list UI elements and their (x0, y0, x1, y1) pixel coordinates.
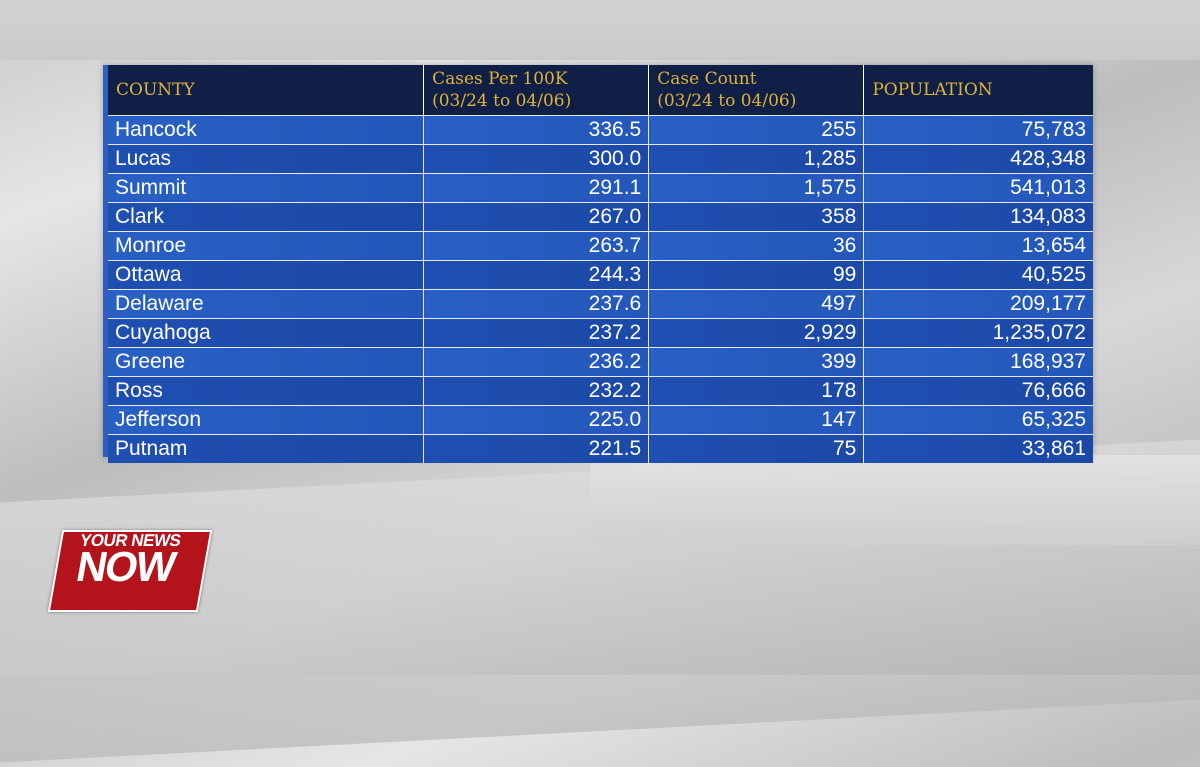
header-population: POPULATION (863, 65, 1093, 116)
county-cell: Ottawa (108, 260, 425, 290)
header-case-count: Case Count (03/24 to 04/06) (648, 65, 865, 116)
population-cell: 33,861 (863, 434, 1093, 463)
header-cases-per-100k-dates: (03/24 to 04/06) (432, 91, 572, 111)
county-cell: Greene (108, 347, 425, 377)
case-count-cell: 99 (648, 260, 865, 290)
cases-per-100k-cell: 291.1 (423, 173, 650, 203)
header-case-count-dates: (03/24 to 04/06) (657, 91, 797, 111)
table-row: Delaware 237.6 497 209,177 (108, 289, 1093, 319)
population-cell: 75,783 (863, 115, 1093, 145)
population-cell: 134,083 (863, 202, 1093, 232)
cases-per-100k-cell: 236.2 (423, 347, 650, 377)
county-cell: Ross (108, 376, 425, 406)
header-case-count-title: Case Count (657, 69, 757, 89)
cases-per-100k-cell: 237.2 (423, 318, 650, 348)
logo-text-now: NOW (72, 543, 178, 590)
population-cell: 541,013 (863, 173, 1093, 203)
table-row: Greene 236.2 399 168,937 (108, 347, 1093, 377)
background-panel (590, 455, 1200, 545)
table-header-row: COUNTY Cases Per 100K (03/24 to 04/06) C… (108, 65, 1093, 116)
cases-per-100k-cell: 221.5 (423, 434, 650, 463)
table-row: Summit 291.1 1,575 541,013 (108, 173, 1093, 203)
table-row: Lucas 300.0 1,285 428,348 (108, 144, 1093, 174)
cases-per-100k-cell: 225.0 (423, 405, 650, 435)
case-count-cell: 497 (648, 289, 865, 319)
table-row: Monroe 263.7 36 13,654 (108, 231, 1093, 261)
cases-per-100k-cell: 263.7 (423, 231, 650, 261)
table-row: Ross 232.2 178 76,666 (108, 376, 1093, 406)
county-cell: Cuyahoga (108, 318, 425, 348)
cases-per-100k-cell: 267.0 (423, 202, 650, 232)
county-cell: Summit (108, 173, 425, 203)
case-count-cell: 358 (648, 202, 865, 232)
population-cell: 168,937 (863, 347, 1093, 377)
table-body: Hancock 336.5 255 75,783 Lucas 300.0 1,285 428,… (108, 115, 1093, 463)
cases-per-100k-cell: 237.6 (423, 289, 650, 319)
county-cell: Jefferson (108, 405, 425, 435)
header-county: COUNTY (108, 65, 425, 116)
case-count-cell: 147 (648, 405, 865, 435)
header-cases-per-100k-title: Cases Per 100K (432, 69, 568, 89)
county-table: COUNTY Cases Per 100K (03/24 to 04/06) C… (108, 65, 1093, 463)
population-cell: 40,525 (863, 260, 1093, 290)
background-top-band (0, 0, 1200, 60)
table-row: Jefferson 225.0 147 65,325 (108, 405, 1093, 435)
county-cell: Hancock (108, 115, 425, 145)
table-row: Clark 267.0 358 134,083 (108, 202, 1093, 232)
population-cell: 76,666 (863, 376, 1093, 406)
county-cell: Delaware (108, 289, 425, 319)
case-count-cell: 36 (648, 231, 865, 261)
county-cell: Clark (108, 202, 425, 232)
population-cell: 13,654 (863, 231, 1093, 261)
population-cell: 65,325 (863, 405, 1093, 435)
case-count-cell: 1,575 (648, 173, 865, 203)
county-cell: Monroe (108, 231, 425, 261)
population-cell: 1,235,072 (863, 318, 1093, 348)
header-cases-per-100k: Cases Per 100K (03/24 to 04/06) (423, 65, 650, 116)
county-data-table: COUNTY Cases Per 100K (03/24 to 04/06) C… (103, 65, 1093, 463)
cases-per-100k-cell: 232.2 (423, 376, 650, 406)
case-count-cell: 178 (648, 376, 865, 406)
case-count-cell: 399 (648, 347, 865, 377)
case-count-cell: 1,285 (648, 144, 865, 174)
population-cell: 428,348 (863, 144, 1093, 174)
table-row: Cuyahoga 237.2 2,929 1,235,072 (108, 318, 1093, 348)
cases-per-100k-cell: 300.0 (423, 144, 650, 174)
case-count-cell: 2,929 (648, 318, 865, 348)
table-row: Hancock 336.5 255 75,783 (108, 115, 1093, 145)
cases-per-100k-cell: 244.3 (423, 260, 650, 290)
table-row: Ottawa 244.3 99 40,525 (108, 260, 1093, 290)
population-cell: 209,177 (863, 289, 1093, 319)
case-count-cell: 255 (648, 115, 865, 145)
table-row: Putnam 221.5 75 33,861 (108, 434, 1093, 463)
county-cell: Lucas (108, 144, 425, 174)
case-count-cell: 75 (648, 434, 865, 463)
cases-per-100k-cell: 336.5 (423, 115, 650, 145)
county-cell: Putnam (108, 434, 425, 463)
